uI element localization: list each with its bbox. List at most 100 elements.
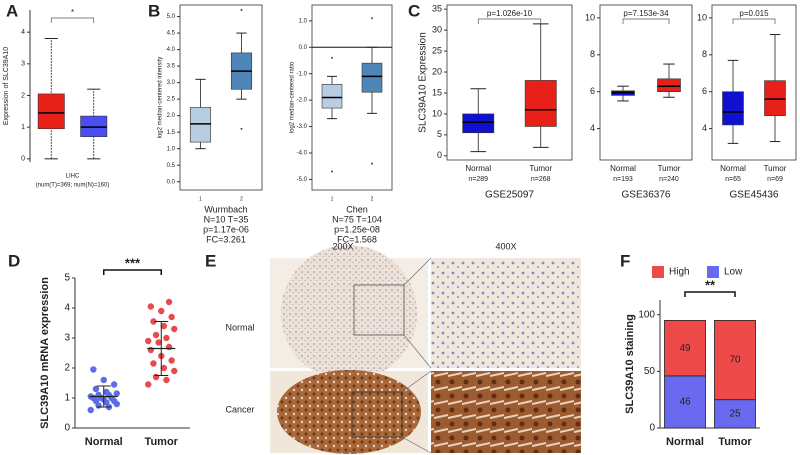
outlier <box>240 8 243 11</box>
y-tick-label: 30 <box>432 25 442 35</box>
y-tick-label: 6 <box>590 86 595 96</box>
plot-frame <box>446 4 573 161</box>
annotation: p=0.015 <box>739 9 769 18</box>
y-tick-label: 2 <box>21 92 25 99</box>
y-tick-label: 1.0 <box>167 146 176 152</box>
y-tick-label: -4.0 <box>297 151 308 157</box>
dot <box>165 298 173 306</box>
dot <box>110 381 118 388</box>
dot <box>90 366 97 373</box>
dot <box>87 406 94 414</box>
annotation: *** <box>125 255 141 270</box>
y-tick-label: 50 <box>644 366 656 377</box>
dot <box>168 357 175 364</box>
dot <box>103 388 110 396</box>
box <box>462 113 495 134</box>
note: FC=3.261 <box>206 234 246 244</box>
n-label: n=289 <box>468 176 488 183</box>
y-tick-label: 4 <box>590 123 595 133</box>
box <box>524 80 557 127</box>
y-tick-label: 0 <box>21 156 25 163</box>
panel-letter: D <box>8 251 20 270</box>
value-label: 49 <box>679 343 691 354</box>
y-tick-label: 1.5 <box>167 130 176 136</box>
dot <box>152 373 160 381</box>
box <box>657 78 681 93</box>
x-tick-label: 1 <box>331 196 334 202</box>
note: Wurmbach <box>204 204 247 214</box>
y-axis-label: SLC39A10 Expression <box>418 32 429 133</box>
dot <box>100 376 107 384</box>
sd-bar <box>154 321 169 376</box>
x-axis-label: GSE36376 <box>622 190 671 201</box>
box <box>80 115 108 137</box>
panel-letter: F <box>620 251 630 270</box>
y-tick-label: 1 <box>21 124 25 131</box>
significance-bracket <box>103 269 162 275</box>
y-tick-label: 0 <box>437 150 442 160</box>
y-tick-label: -2.0 <box>297 98 308 104</box>
note: p=1.17e-06 <box>203 224 249 234</box>
x-tick-label: 1 <box>199 196 202 202</box>
y-tick-label: 0.5 <box>167 163 176 169</box>
dot <box>92 385 100 393</box>
value-label: 25 <box>729 408 741 419</box>
column-label: 200X <box>332 241 353 251</box>
dot <box>165 343 173 351</box>
y-tick-label: 0 <box>64 423 70 434</box>
box <box>321 83 343 109</box>
significance-bracket <box>622 18 670 24</box>
y-tick-label: 2.0 <box>167 113 176 119</box>
tissue-core <box>277 370 421 454</box>
y-tick-label: -3.0 <box>297 124 308 130</box>
zoom-box <box>353 284 405 336</box>
image-cancer-400x <box>431 371 581 453</box>
y-tick-label: 0.0 <box>167 179 176 185</box>
y-tick-label: 4 <box>64 303 70 314</box>
annotation: p=1.026e-10 <box>487 9 533 18</box>
dot <box>171 367 178 375</box>
plot-frame <box>179 4 263 191</box>
x-tick-label: 2 <box>371 196 374 202</box>
dot <box>147 303 155 310</box>
note: (num(T)=369; num(N)=160) <box>36 183 110 189</box>
box <box>722 91 744 126</box>
note: LIHC <box>66 174 80 180</box>
value-label: 46 <box>679 397 691 408</box>
zoom-line <box>403 334 432 369</box>
dot <box>155 339 162 346</box>
annotation: p=7.153e-34 <box>623 9 669 18</box>
panel-letter: E <box>205 251 216 270</box>
x-axis-label: GSE25097 <box>485 190 534 201</box>
bar-segment <box>714 399 756 429</box>
x-tick-label: Normal <box>666 436 704 448</box>
y-tick-label: 8 <box>702 49 707 59</box>
y-tick-label: 15 <box>432 87 442 97</box>
annotation: * <box>71 8 74 17</box>
panel-letter: B <box>148 1 160 20</box>
note: FC=1.568 <box>337 234 377 244</box>
legend-swatch <box>652 266 664 278</box>
n-label: n=69 <box>767 176 783 183</box>
y-tick-label: 25 <box>432 45 442 55</box>
y-tick-label: 5 <box>64 273 70 284</box>
note: p=1.25e-08 <box>334 224 380 234</box>
y-tick-label: 3 <box>64 333 70 344</box>
y-tick-label: 8 <box>590 49 595 59</box>
y-tick-label: 10 <box>432 108 442 118</box>
y-axis-label: log2 median-centered intensity <box>158 57 164 139</box>
significance-bracket <box>477 18 542 24</box>
dot <box>95 391 102 399</box>
dot <box>145 337 152 345</box>
dot <box>160 364 168 372</box>
y-tick-label: 4.0 <box>167 47 176 53</box>
sd-bar <box>96 385 111 408</box>
zoom-line <box>403 257 432 286</box>
x-tick-label: 2 <box>240 196 243 202</box>
x-tick-label: Normal <box>465 164 491 173</box>
box <box>361 62 383 93</box>
bar-segment <box>664 375 706 429</box>
plot-frame <box>599 4 693 161</box>
zoom-line <box>401 370 432 393</box>
